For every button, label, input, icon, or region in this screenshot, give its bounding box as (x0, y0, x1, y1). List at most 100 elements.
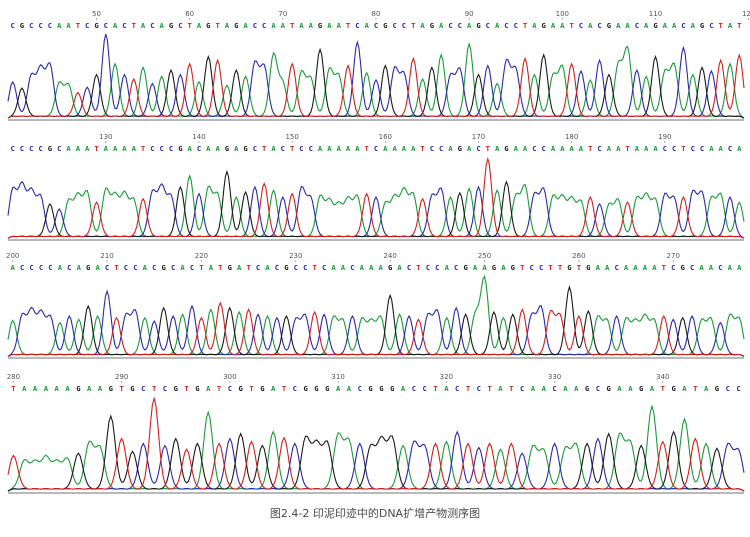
position-tick-label: 50 (92, 10, 101, 18)
base-call-letter: A (44, 384, 49, 393)
base-call-letter: A (607, 144, 612, 153)
position-tick-label: 300 (223, 373, 236, 381)
base-call-letter: G (430, 21, 434, 30)
base-call-letter: A (704, 384, 709, 393)
base-call-letter: G (76, 384, 80, 393)
base-call-letter: A (628, 384, 633, 393)
position-tick-label: 260 (572, 252, 585, 260)
base-call-letter: G (715, 384, 719, 393)
base-call-letter: C (700, 144, 704, 153)
base-call-letter: C (663, 144, 667, 153)
base-call-letter: C (253, 144, 257, 153)
base-call-letter: A (33, 384, 38, 393)
base-call-letter: A (299, 21, 304, 30)
base-call-letter: G (109, 384, 113, 393)
base-call-letter: G (586, 263, 590, 272)
base-call-letter: T (548, 263, 553, 272)
base-call-letter: C (293, 384, 297, 393)
base-call-letter: A (653, 144, 658, 153)
base-call-letter: T (215, 21, 220, 30)
base-call-letter: T (218, 263, 223, 272)
base-call-letter: G (492, 263, 496, 272)
base-call-letter: A (234, 144, 239, 153)
base-call-letter: A (551, 21, 556, 30)
base-call-letter: T (662, 263, 667, 272)
base-call-letter: C (635, 21, 639, 30)
base-call-letter: A (87, 384, 92, 393)
base-call-letter: A (58, 263, 63, 272)
base-call-letter: A (501, 263, 506, 272)
base-call-letter: C (281, 144, 285, 153)
base-call-letter: A (188, 144, 193, 153)
base-call-letter: C (253, 21, 257, 30)
base-call-letter: C (163, 384, 167, 393)
base-call-letter: T (558, 263, 563, 272)
base-call-letter: C (596, 384, 600, 393)
base-call-letter: A (397, 263, 402, 272)
base-call-letter: T (217, 384, 222, 393)
base-call-letter: C (67, 263, 71, 272)
base-call-letter: T (509, 384, 514, 393)
base-call-letter: C (85, 21, 89, 30)
base-call-letter: G (607, 21, 611, 30)
base-call-letter: A (104, 144, 109, 153)
base-call-letter: A (699, 263, 704, 272)
base-call-letter: A (531, 384, 536, 393)
position-tick-label: 90 (465, 10, 474, 18)
base-call-letter: G (48, 144, 52, 153)
position-tick-label: 160 (379, 133, 392, 141)
base-call-letter: A (467, 144, 472, 153)
base-call-letter: C (374, 144, 378, 153)
base-call-letter: A (514, 144, 519, 153)
base-call-letter: C (454, 263, 458, 272)
base-call-letter: A (197, 21, 202, 30)
base-call-letter: A (132, 144, 137, 153)
base-call-letter: A (563, 384, 568, 393)
base-call-letter: A (206, 384, 211, 393)
base-call-letter: A (737, 263, 742, 272)
base-call-letter: A (616, 144, 621, 153)
base-call-letter: G (94, 21, 98, 30)
base-call-letter: A (616, 21, 621, 30)
base-call-letter: A (495, 21, 500, 30)
base-call-letter: C (614, 263, 618, 272)
base-call-letter: A (113, 144, 118, 153)
base-call-letter: A (341, 263, 346, 272)
base-call-letter: T (577, 263, 582, 272)
base-call-letter: A (682, 384, 687, 393)
base-call-letter: A (467, 21, 472, 30)
base-call-letter: A (379, 263, 384, 272)
base-call-letter: C (104, 21, 108, 30)
base-call-letter: C (152, 263, 156, 272)
position-tick-label: 200 (6, 252, 19, 260)
base-call-letter: T (184, 384, 189, 393)
base-call-letter: T (569, 21, 574, 30)
base-call-letter: A (98, 384, 103, 393)
base-call-letter: C (392, 21, 396, 30)
base-call-letter: A (644, 21, 649, 30)
base-call-letter: C (728, 144, 732, 153)
position-tick-label: 140 (192, 133, 205, 141)
position-tick-label: 250 (478, 252, 491, 260)
base-call-letter: C (169, 144, 173, 153)
base-call-letter: G (463, 263, 467, 272)
base-call-letter: A (402, 144, 407, 153)
base-call-letter: C (402, 21, 406, 30)
position-tick-label: 290 (115, 373, 128, 381)
base-call-letter: A (265, 263, 270, 272)
base-call-letter: G (234, 21, 238, 30)
base-call-letter: A (271, 21, 276, 30)
base-call-letter: A (336, 384, 341, 393)
base-call-letter: A (663, 21, 668, 30)
base-call-letter: G (368, 384, 372, 393)
base-call-letter: A (401, 384, 406, 393)
base-call-letter: G (86, 263, 90, 272)
base-call-letter: A (579, 144, 584, 153)
base-call-letter: T (737, 21, 742, 30)
base-call-letter: C (190, 263, 194, 272)
base-call-letter: G (383, 21, 387, 30)
base-call-letter: A (160, 21, 165, 30)
trace-G-line (7, 169, 745, 239)
base-call-letter: A (271, 384, 276, 393)
base-call-letter: T (486, 144, 491, 153)
